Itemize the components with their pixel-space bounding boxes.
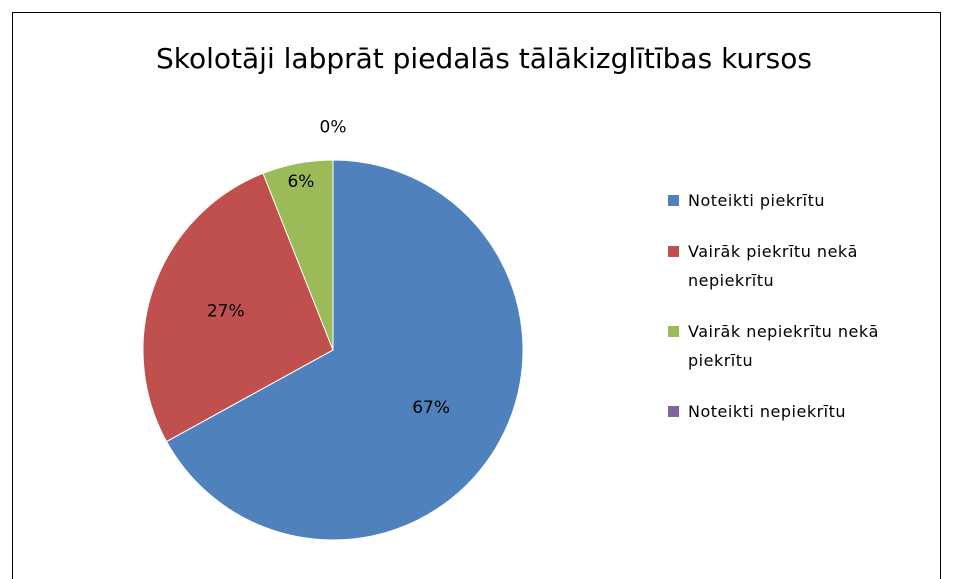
legend-item: Vairāk piekrītu nekā nepiekrītu [668, 237, 883, 295]
chart-title: Skolotāji labprāt piedalās tālākizglītīb… [156, 42, 812, 75]
legend-label: Noteikti piekrītu [688, 191, 826, 210]
data-label: 27% [207, 301, 245, 321]
legend-label: Vairāk nepiekrītu nekā piekrītu [688, 322, 879, 370]
data-label: 0% [320, 118, 347, 138]
legend-swatch [668, 195, 679, 206]
legend: Noteikti piekrītu Vairāk piekrītu nekā ne… [668, 186, 883, 448]
data-label: 6% [287, 172, 314, 192]
pie-slice [165, 159, 524, 541]
pie-slice [142, 172, 334, 443]
chart-frame [12, 12, 941, 579]
legend-item: Noteikti nepiekrītu [668, 397, 883, 426]
legend-item: Noteikti piekrītu [668, 186, 883, 215]
legend-swatch [668, 246, 679, 257]
legend-label: Noteikti nepiekrītu [688, 402, 847, 421]
legend-label: Vairāk piekrītu nekā nepiekrītu [688, 242, 858, 290]
legend-swatch [668, 326, 679, 337]
legend-item: Vairāk nepiekrītu nekā piekrītu [668, 317, 883, 375]
data-label: 67% [412, 398, 450, 418]
legend-swatch [668, 406, 679, 417]
